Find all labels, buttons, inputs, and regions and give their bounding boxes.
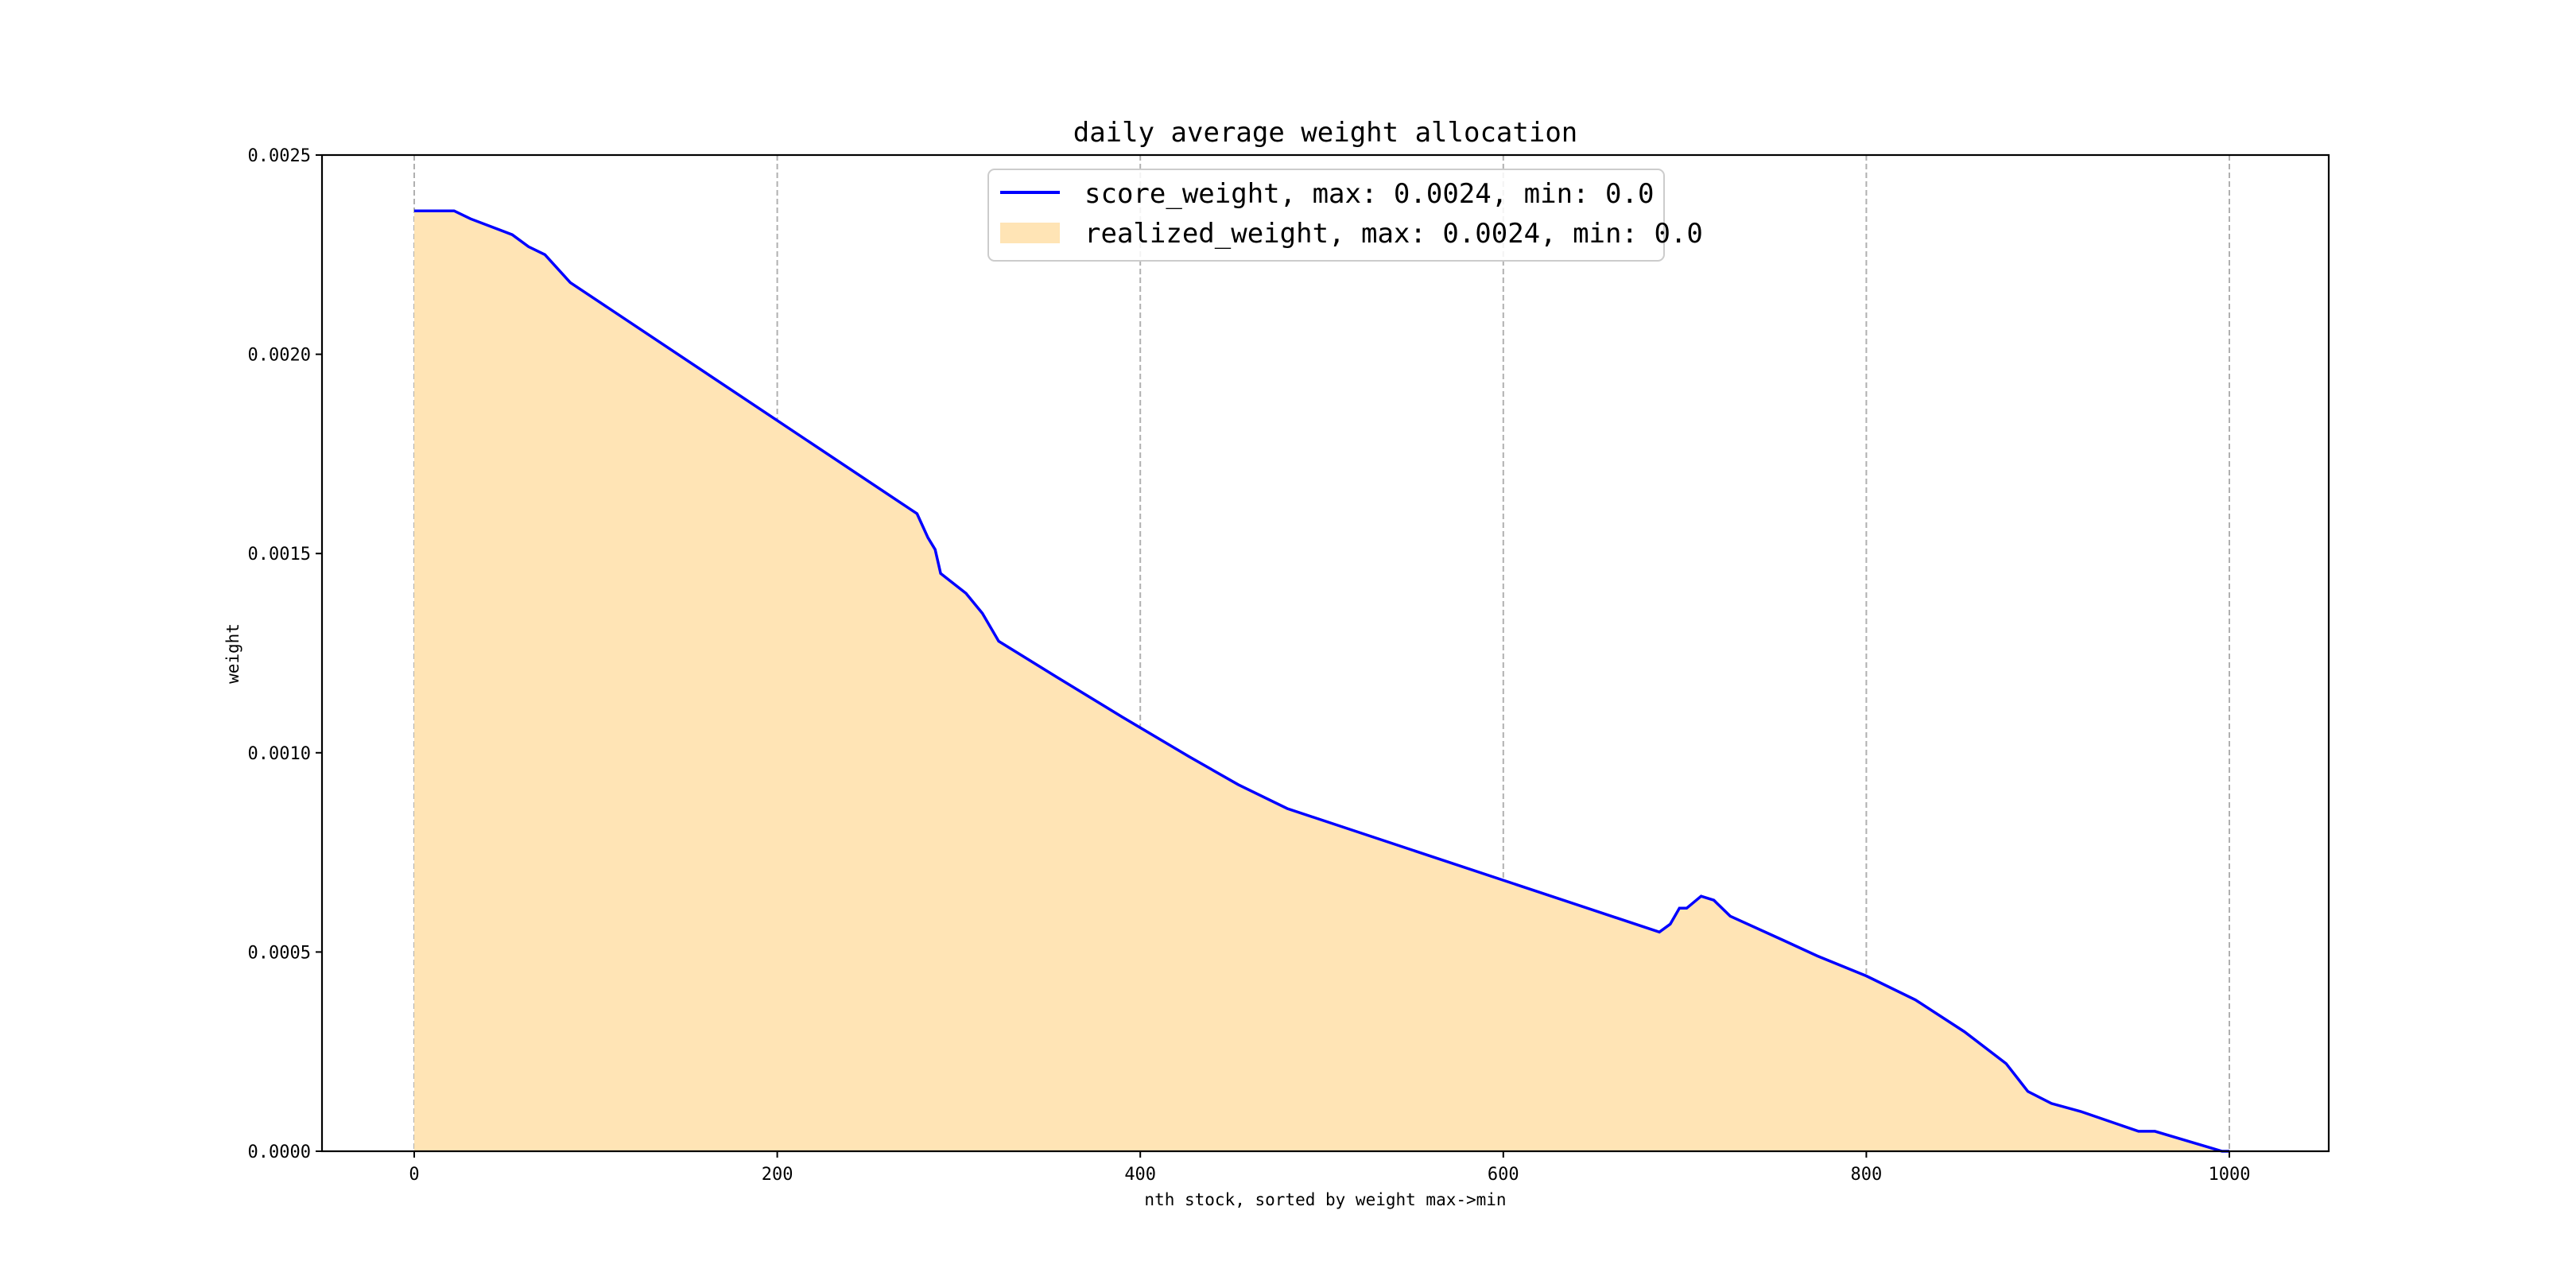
chart-title: daily average weight allocation bbox=[1073, 117, 1578, 149]
legend-label-score-weight: score_weight, max: 0.0024, min: 0.0 bbox=[1084, 178, 1654, 210]
legend-label-realized-weight: realized_weight, max: 0.0024, min: 0.0 bbox=[1084, 218, 1703, 250]
x-tick-label: 0 bbox=[409, 1165, 419, 1185]
y-tick-label: 0.0015 bbox=[248, 545, 311, 564]
y-axis-label: weight bbox=[223, 623, 242, 684]
legend-box bbox=[987, 169, 1665, 262]
legend: score_weight, max: 0.0024, min: 0.0 real… bbox=[987, 169, 1703, 262]
y-axis: 0.0000 0.0005 0.0010 0.0015 0.0020 0.0025 bbox=[248, 146, 322, 1162]
y-tick-label: 0.0020 bbox=[248, 346, 311, 366]
x-tick-label: 200 bbox=[762, 1165, 793, 1185]
score-weight-line bbox=[414, 209, 2229, 1153]
y-tick-label: 0.0005 bbox=[248, 943, 311, 963]
y-tick-label: 0.0025 bbox=[248, 146, 311, 166]
axes-frame bbox=[320, 153, 2330, 1153]
legend-fill-swatch bbox=[1000, 223, 1060, 243]
x-tick-label: 600 bbox=[1488, 1165, 1519, 1185]
y-tick-label: 0.0010 bbox=[248, 744, 311, 764]
y-tick-label: 0.0000 bbox=[248, 1143, 311, 1162]
realized-weight-area bbox=[414, 211, 2229, 1152]
x-tick-label: 400 bbox=[1124, 1165, 1156, 1185]
x-tick-label: 800 bbox=[1851, 1165, 1883, 1185]
x-axis: 0 200 400 600 800 1000 bbox=[409, 1151, 2250, 1185]
x-tick-label: 1000 bbox=[2209, 1165, 2251, 1185]
x-axis-label: nth stock, sorted by weight max->min bbox=[1144, 1190, 1506, 1209]
